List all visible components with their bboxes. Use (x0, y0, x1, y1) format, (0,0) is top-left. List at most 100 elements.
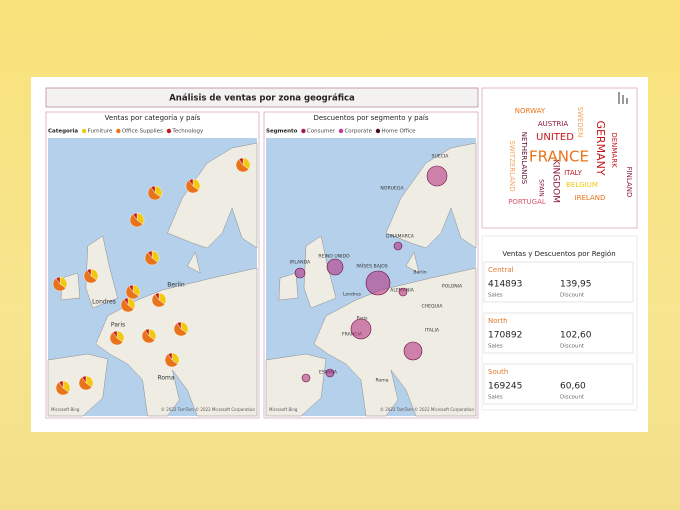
map-title: Ventas por categoria y país (105, 114, 201, 122)
legend-swatch (301, 128, 306, 134)
region-title: Ventas y Descuentos por Región (502, 250, 615, 258)
land-shape (47, 353, 108, 417)
legend-item: Office Supplies (122, 129, 163, 135)
pie-slice (129, 213, 143, 228)
map-label: NORUEGA (380, 186, 404, 192)
discount-value: 139,95 (560, 280, 592, 290)
map-label: Londres (343, 292, 362, 298)
bubble (301, 373, 311, 383)
pie-slice (147, 250, 153, 259)
pie-slice (150, 185, 156, 194)
cloud-word: SPAIN (538, 179, 545, 196)
legend-swatch (116, 128, 121, 134)
legend-swatch (338, 128, 344, 134)
bubble (393, 241, 403, 251)
map-label: PAÍSES BAJOS (356, 263, 387, 270)
bubble (403, 341, 423, 361)
cloud-word: GERMANY (594, 120, 607, 175)
map-label: REINO UNIDO (318, 254, 350, 260)
legend-item: Consumer (307, 129, 336, 135)
sales-value: 169245 (488, 382, 522, 392)
header-box (45, 87, 479, 108)
regions: Ventas y Descuentos por Región Central 414… (483, 250, 634, 405)
region-card (483, 312, 634, 354)
cloud-word: FRANCE (529, 148, 589, 166)
pie-slice (238, 157, 244, 166)
legend-item: Technology (171, 129, 204, 135)
map-label: IRLANDA (290, 260, 311, 266)
discount-label: Discount (560, 395, 585, 401)
cloud-word: AUSTRIA (538, 120, 569, 128)
sales-label: Sales (488, 293, 503, 299)
region-name: South (488, 368, 508, 376)
sales-label: Sales (488, 395, 503, 401)
pie-slice (123, 297, 129, 306)
land-shape (405, 251, 420, 274)
discount-value: 102,60 (560, 331, 592, 341)
map-label: Paris (357, 316, 369, 322)
cloud-word: ITALY (564, 169, 583, 177)
legend-swatch (375, 128, 381, 134)
sales-label: Sales (488, 344, 503, 350)
map-label: Berlin (167, 282, 185, 289)
pie-slice (154, 292, 160, 301)
land-shape (278, 272, 299, 301)
pie-slice (144, 328, 150, 337)
discount-value: 60,60 (560, 382, 586, 392)
pie-slice (78, 376, 92, 391)
pie-marker (141, 328, 157, 344)
pie-slice (55, 276, 61, 285)
map-label: Berlin (413, 270, 426, 276)
map-label: Londres (92, 299, 116, 306)
pie-slice (128, 284, 134, 293)
pie-slice (188, 178, 194, 187)
pie-slice (144, 251, 158, 266)
bubble (325, 368, 335, 378)
map-label: POLONIA (442, 284, 463, 290)
land-shape (265, 353, 327, 417)
pie-marker (52, 276, 68, 292)
map-title: Descuentos por segmento y país (313, 114, 428, 122)
pie-marker (235, 157, 251, 173)
cloud-word: BELGIUM (566, 181, 598, 189)
land-shape (85, 235, 118, 309)
pie-slice (147, 186, 161, 201)
map-land (265, 142, 477, 417)
cloud-word: SWEDEN (576, 107, 584, 138)
pie-marker (147, 185, 163, 201)
legend-item: Home Office (381, 129, 416, 135)
pie-marker (185, 178, 201, 194)
pie-slice (58, 380, 64, 389)
bubble (326, 258, 344, 276)
map-label: DINAMARCA (386, 234, 415, 240)
pie-slice (83, 269, 97, 284)
map-copyright: © 2022 TomTom © 2022 Microsoft Corporati… (380, 407, 475, 412)
legend-swatch (166, 128, 172, 134)
land-shape (95, 267, 258, 417)
legend-swatch (81, 128, 87, 134)
region-card (483, 261, 634, 303)
pie-marker (144, 250, 160, 266)
pie-marker (109, 330, 125, 346)
pie-slice (86, 268, 92, 277)
pie-marker (173, 321, 189, 337)
land-shape (313, 267, 477, 417)
map-label: Roma (375, 378, 388, 384)
header-title: Análisis de ventas por zona geográfica (169, 94, 355, 104)
cloud-word: IRELAND (575, 194, 606, 202)
sales-value: 170892 (488, 331, 522, 341)
map-label: CHEQUIA (421, 304, 443, 310)
bubble (350, 318, 372, 340)
pie-slice (125, 285, 139, 300)
map-logo: Microsoft Bing (269, 407, 298, 412)
pie-slice (112, 330, 118, 339)
sales-value: 414893 (488, 280, 522, 290)
pie-slice (55, 381, 69, 396)
legend-title: Segmento (266, 129, 298, 135)
legend-item: Corporate (344, 129, 372, 135)
pie-slice (185, 179, 199, 194)
map-land (47, 142, 258, 417)
pie-slice (235, 158, 249, 173)
